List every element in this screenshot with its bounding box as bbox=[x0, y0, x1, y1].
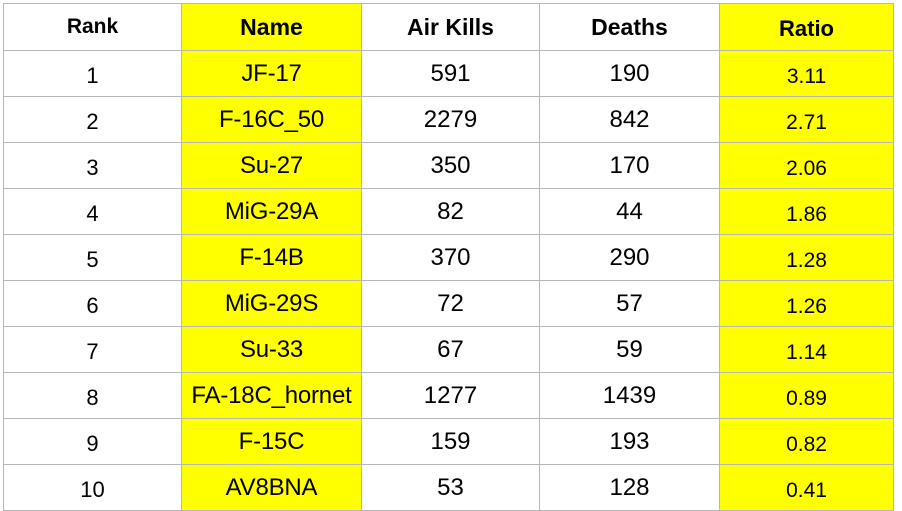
table-row: 3 Su-27 350 170 2.06 bbox=[3, 142, 894, 189]
cell-name[interactable]: F-14B bbox=[181, 234, 362, 281]
cell-ratio[interactable]: 1.28 bbox=[719, 234, 894, 281]
header-deaths[interactable]: Deaths bbox=[539, 3, 720, 51]
cell-name[interactable]: AV8BNA bbox=[181, 464, 362, 511]
cell-deaths[interactable]: 128 bbox=[539, 464, 720, 511]
header-ratio[interactable]: Ratio bbox=[719, 3, 894, 51]
cell-air-kills[interactable]: 72 bbox=[361, 280, 540, 327]
cell-name[interactable]: F-16C_50 bbox=[181, 96, 362, 143]
cell-deaths[interactable]: 59 bbox=[539, 326, 720, 373]
cell-deaths[interactable]: 1439 bbox=[539, 372, 720, 419]
cell-air-kills[interactable]: 1277 bbox=[361, 372, 540, 419]
cell-ratio[interactable]: 0.82 bbox=[719, 418, 894, 465]
cell-air-kills[interactable]: 53 bbox=[361, 464, 540, 511]
cell-air-kills[interactable]: 159 bbox=[361, 418, 540, 465]
cell-ratio[interactable]: 1.26 bbox=[719, 280, 894, 327]
cell-air-kills[interactable]: 350 bbox=[361, 142, 540, 189]
cell-rank[interactable]: 1 bbox=[3, 50, 182, 97]
table-row: 2 F-16C_50 2279 842 2.71 bbox=[3, 96, 894, 143]
cell-name[interactable]: JF-17 bbox=[181, 50, 362, 97]
table-row: 4 MiG-29A 82 44 1.86 bbox=[3, 188, 894, 235]
table-row: 6 MiG-29S 72 57 1.26 bbox=[3, 280, 894, 327]
cell-deaths[interactable]: 842 bbox=[539, 96, 720, 143]
kill-ratio-table: Rank Name Air Kills Deaths Ratio 1 JF-17… bbox=[3, 3, 894, 511]
cell-air-kills[interactable]: 2279 bbox=[361, 96, 540, 143]
cell-deaths[interactable]: 57 bbox=[539, 280, 720, 327]
cell-rank[interactable]: 3 bbox=[3, 142, 182, 189]
cell-rank[interactable]: 7 bbox=[3, 326, 182, 373]
header-name[interactable]: Name bbox=[181, 3, 362, 51]
cell-rank[interactable]: 9 bbox=[3, 418, 182, 465]
cell-air-kills[interactable]: 67 bbox=[361, 326, 540, 373]
cell-air-kills[interactable]: 370 bbox=[361, 234, 540, 281]
cell-deaths[interactable]: 44 bbox=[539, 188, 720, 235]
table-row: 8 FA-18C_hornet 1277 1439 0.89 bbox=[3, 372, 894, 419]
cell-rank[interactable]: 6 bbox=[3, 280, 182, 327]
table-row: 5 F-14B 370 290 1.28 bbox=[3, 234, 894, 281]
cell-name[interactable]: F-15C bbox=[181, 418, 362, 465]
cell-name[interactable]: Su-33 bbox=[181, 326, 362, 373]
table-row: 7 Su-33 67 59 1.14 bbox=[3, 326, 894, 373]
cell-name[interactable]: MiG-29A bbox=[181, 188, 362, 235]
cell-ratio[interactable]: 0.89 bbox=[719, 372, 894, 419]
cell-air-kills[interactable]: 591 bbox=[361, 50, 540, 97]
cell-rank[interactable]: 2 bbox=[3, 96, 182, 143]
cell-deaths[interactable]: 193 bbox=[539, 418, 720, 465]
cell-deaths[interactable]: 190 bbox=[539, 50, 720, 97]
cell-name[interactable]: Su-27 bbox=[181, 142, 362, 189]
cell-air-kills[interactable]: 82 bbox=[361, 188, 540, 235]
cell-name[interactable]: FA-18C_hornet bbox=[181, 372, 362, 419]
cell-deaths[interactable]: 290 bbox=[539, 234, 720, 281]
cell-rank[interactable]: 8 bbox=[3, 372, 182, 419]
cell-rank[interactable]: 10 bbox=[3, 464, 182, 511]
cell-name[interactable]: MiG-29S bbox=[181, 280, 362, 327]
header-rank[interactable]: Rank bbox=[3, 3, 182, 51]
table-row: 10 AV8BNA 53 128 0.41 bbox=[3, 464, 894, 511]
cell-ratio[interactable]: 0.41 bbox=[719, 464, 894, 511]
header-row: Rank Name Air Kills Deaths Ratio bbox=[3, 3, 894, 51]
table-row: 1 JF-17 591 190 3.11 bbox=[3, 50, 894, 97]
cell-ratio[interactable]: 1.86 bbox=[719, 188, 894, 235]
cell-ratio[interactable]: 1.14 bbox=[719, 326, 894, 373]
table-row: 9 F-15C 159 193 0.82 bbox=[3, 418, 894, 465]
header-air-kills[interactable]: Air Kills bbox=[361, 3, 540, 51]
cell-rank[interactable]: 5 bbox=[3, 234, 182, 281]
cell-ratio[interactable]: 2.06 bbox=[719, 142, 894, 189]
cell-ratio[interactable]: 2.71 bbox=[719, 96, 894, 143]
cell-ratio[interactable]: 3.11 bbox=[719, 50, 894, 97]
cell-rank[interactable]: 4 bbox=[3, 188, 182, 235]
cell-deaths[interactable]: 170 bbox=[539, 142, 720, 189]
